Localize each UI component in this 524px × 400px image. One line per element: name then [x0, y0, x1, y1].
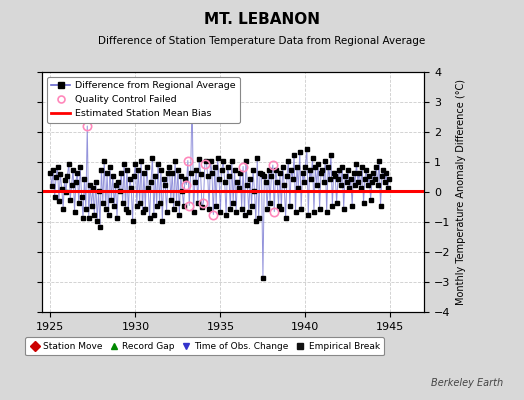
- Text: MT. LEBANON: MT. LEBANON: [204, 12, 320, 27]
- Legend: Station Move, Record Gap, Time of Obs. Change, Empirical Break: Station Move, Record Gap, Time of Obs. C…: [26, 338, 384, 356]
- Y-axis label: Monthly Temperature Anomaly Difference (°C): Monthly Temperature Anomaly Difference (…: [456, 79, 466, 305]
- Text: Berkeley Earth: Berkeley Earth: [431, 378, 503, 388]
- Text: Difference of Station Temperature Data from Regional Average: Difference of Station Temperature Data f…: [99, 36, 425, 46]
- Legend: Difference from Regional Average, Quality Control Failed, Estimated Station Mean: Difference from Regional Average, Qualit…: [47, 77, 241, 123]
